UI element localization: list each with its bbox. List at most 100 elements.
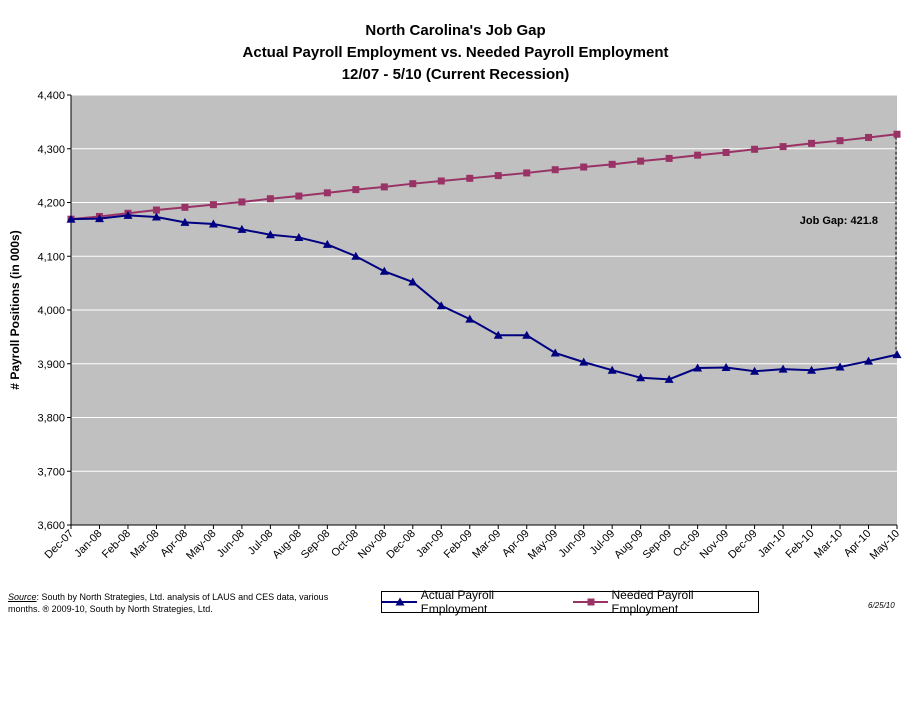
data-point <box>751 145 759 153</box>
data-point <box>636 373 646 382</box>
x-tick-label: Aug-08 <box>270 528 304 562</box>
data-point <box>351 251 361 260</box>
data-point <box>181 203 189 211</box>
y-tick-label: 4,000 <box>37 305 65 317</box>
data-point <box>664 374 674 383</box>
x-tick-label: Oct-08 <box>329 528 361 560</box>
data-point <box>238 198 246 206</box>
x-tick-label: Dec-07 <box>43 528 77 562</box>
data-point <box>208 219 218 228</box>
data-point <box>694 151 702 159</box>
data-point <box>436 301 446 310</box>
data-point <box>607 365 617 374</box>
data-point <box>323 189 331 197</box>
series-layer <box>66 130 902 383</box>
data-point <box>893 130 901 138</box>
data-point <box>579 357 589 366</box>
data-point <box>892 350 902 359</box>
data-point <box>550 348 560 357</box>
data-point <box>380 183 388 191</box>
data-point <box>835 362 845 371</box>
data-point <box>864 356 874 365</box>
x-tick-label: May-09 <box>526 528 560 562</box>
x-tick-label: May-08 <box>184 528 218 562</box>
data-point <box>494 172 502 180</box>
data-point <box>523 169 531 177</box>
data-point <box>123 210 133 219</box>
data-point <box>151 212 161 221</box>
line-chart: 3,600 3,700 3,800 3,900 4,000 4,100 4,200 4,300… <box>8 90 902 562</box>
y-tick-label: 4,400 <box>37 90 65 102</box>
data-point <box>437 177 445 185</box>
x-tick-label: Dec-08 <box>384 528 418 562</box>
x-tick-label: Sep-09 <box>641 528 675 562</box>
data-point <box>237 224 247 233</box>
x-tick-label: Jun-09 <box>557 528 589 560</box>
x-tick-label: Nov-08 <box>356 528 390 562</box>
data-point <box>778 364 788 373</box>
data-point <box>637 157 645 165</box>
source-note: Source: South by North Strategies, Ltd. … <box>8 591 353 615</box>
data-point <box>265 230 275 239</box>
data-point <box>180 217 190 226</box>
y-tick-label: 4,200 <box>37 198 65 210</box>
series-line-actual <box>70 214 898 381</box>
legend-item-needed: Needed Payroll Employment <box>572 588 758 616</box>
x-axis-ticks: Dec-07Jan-08Feb-08Mar-08Apr-08May-08Jun-… <box>43 525 902 562</box>
data-point <box>665 154 673 162</box>
data-point <box>408 277 418 286</box>
data-point <box>551 166 559 174</box>
x-tick-label: Oct-09 <box>671 528 703 560</box>
data-point <box>493 330 503 339</box>
data-point <box>295 192 303 200</box>
y-axis-ticks: 3,600 3,700 3,800 3,900 4,000 4,100 4,200 4,300… <box>37 90 71 532</box>
date-stamp: 6/25/10 <box>868 601 895 610</box>
data-point <box>466 174 474 182</box>
job-gap-label: Job Gap: 421.8 <box>800 215 878 227</box>
y-tick-label: 3,700 <box>37 466 65 478</box>
y-tick-label: 4,100 <box>37 251 65 263</box>
x-tick-label: Jan-10 <box>756 528 788 560</box>
data-point <box>865 133 873 141</box>
x-tick-label: Jun-08 <box>215 528 247 560</box>
x-tick-label: Dec-09 <box>726 528 760 562</box>
data-point <box>580 163 588 171</box>
y-tick-label: 3,800 <box>37 413 65 425</box>
data-point <box>152 206 160 214</box>
legend-label-needed: Needed Payroll Employment <box>611 588 694 616</box>
data-point <box>522 330 532 339</box>
data-point <box>721 363 731 372</box>
chart-title-line-1: North Carolina's Job Gap <box>365 22 546 39</box>
legend: Actual Payroll Employment Needed Payroll… <box>381 588 759 616</box>
data-point <box>409 180 417 188</box>
data-point <box>294 232 304 241</box>
data-point <box>94 214 104 223</box>
chart-title-line-2: Actual Payroll Employment vs. Needed Pay… <box>242 44 669 61</box>
data-point <box>779 143 787 151</box>
data-point <box>807 365 817 374</box>
x-tick-label: Nov-09 <box>698 528 732 562</box>
x-tick-label: Mar-09 <box>470 528 503 561</box>
gridlines <box>71 94 897 472</box>
y-axis-label: # Payroll Positions (in 000s) <box>8 230 22 389</box>
y-tick-label: 4,300 <box>37 144 65 156</box>
data-point <box>722 149 730 157</box>
x-tick-label: May-10 <box>868 528 902 562</box>
square-marker-icon <box>572 598 608 606</box>
job-gap-annotation: Job Gap: 421.8 <box>800 134 897 355</box>
data-point <box>266 195 274 203</box>
data-point <box>465 314 475 323</box>
x-tick-label: Sep-08 <box>299 528 333 562</box>
triangle-marker-icon <box>382 597 417 606</box>
source-label: Source <box>8 592 37 602</box>
data-point <box>836 137 844 145</box>
data-point <box>693 363 703 372</box>
data-point <box>322 239 332 248</box>
data-point <box>66 214 76 223</box>
x-tick-label: Feb-09 <box>442 528 475 561</box>
x-tick-label: Aug-09 <box>612 528 646 562</box>
x-tick-label: Feb-08 <box>100 528 133 561</box>
data-point <box>750 366 760 375</box>
x-tick-label: Jan-09 <box>414 528 446 560</box>
data-point <box>808 139 816 147</box>
